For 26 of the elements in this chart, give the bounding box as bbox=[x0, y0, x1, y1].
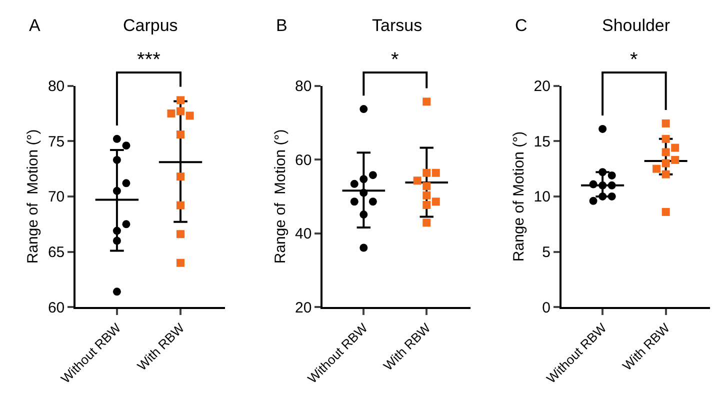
y-tick-label: 0 bbox=[542, 299, 550, 316]
y-tick-label: 10 bbox=[534, 188, 550, 206]
y-tick-label: 20 bbox=[534, 78, 550, 96]
y-tick-label: 40 bbox=[295, 226, 312, 243]
y-tick-label: 80 bbox=[48, 78, 65, 96]
y-tick-label: 60 bbox=[48, 299, 65, 316]
y-tick-label: 5 bbox=[542, 244, 550, 262]
text: * bbox=[630, 49, 638, 71]
y-tick-label: 80 bbox=[295, 78, 312, 96]
chart-title: Tarsus bbox=[372, 16, 422, 35]
chart-title: Carpus bbox=[123, 16, 178, 35]
y-axis-title: Range of Motion (°) bbox=[272, 129, 289, 264]
chart-title: Shoulder bbox=[602, 16, 670, 35]
text: A bbox=[29, 16, 41, 35]
text: B bbox=[276, 16, 288, 35]
y-axis-title: Range of Motion (°) bbox=[24, 129, 42, 264]
y-tick-label: 60 bbox=[295, 152, 312, 169]
text: C bbox=[515, 16, 528, 35]
y-tick-label: 15 bbox=[534, 133, 550, 150]
text: * bbox=[391, 49, 399, 71]
text: *** bbox=[137, 49, 161, 71]
y-tick-label: 65 bbox=[48, 244, 65, 262]
y-axis-title: Range of Motion (°) bbox=[510, 131, 528, 262]
y-tick-label: 20 bbox=[295, 299, 312, 316]
y-tick-label: 70 bbox=[48, 188, 65, 206]
y-tick-label: 75 bbox=[48, 133, 65, 150]
